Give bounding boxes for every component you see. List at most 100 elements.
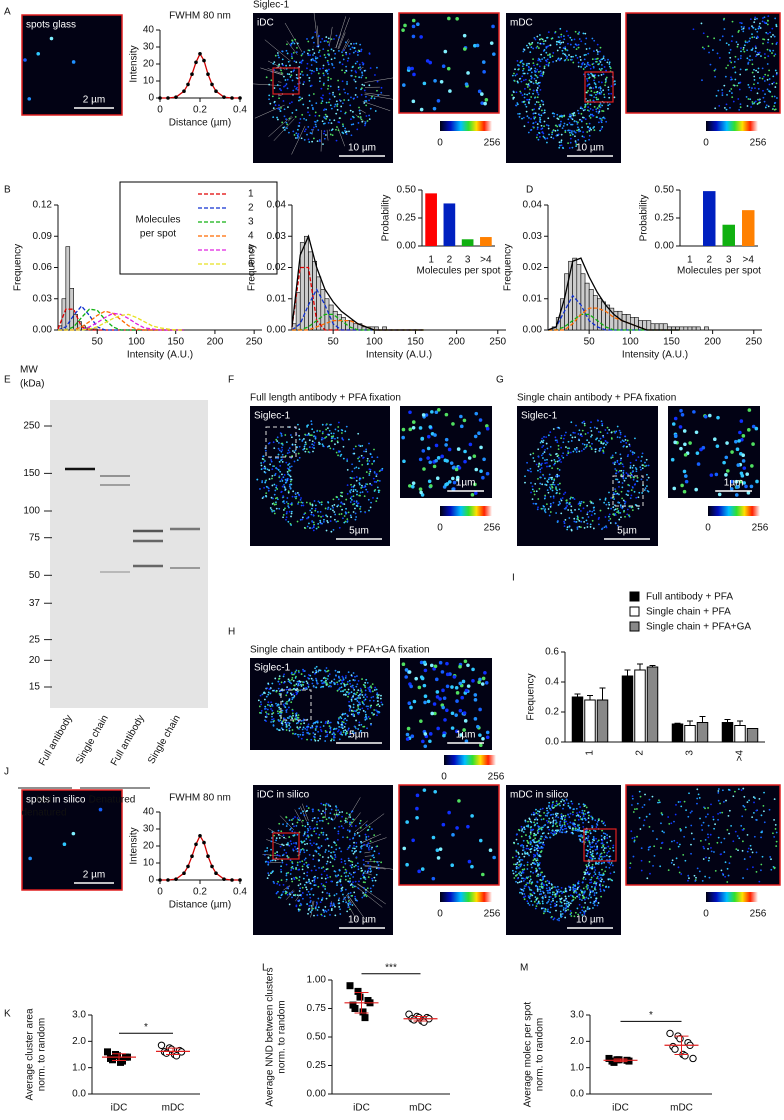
image-title: Siglec-1 — [254, 663, 291, 674]
spot — [354, 871, 356, 873]
spot — [347, 692, 349, 694]
spot — [737, 46, 739, 48]
spot — [597, 51, 599, 53]
spot — [572, 118, 574, 120]
spot — [354, 725, 356, 727]
spot — [299, 77, 301, 79]
spot — [614, 96, 616, 98]
spot — [343, 898, 345, 900]
spot — [623, 445, 625, 447]
spot — [372, 854, 374, 856]
spot — [313, 127, 315, 129]
spot — [349, 490, 351, 492]
spot — [372, 696, 374, 698]
spot — [530, 482, 532, 484]
spot — [740, 55, 742, 57]
spot — [343, 49, 345, 51]
spot — [23, 58, 27, 62]
spot — [283, 704, 285, 706]
spot — [644, 462, 646, 464]
spot — [584, 444, 586, 446]
spot — [458, 682, 462, 686]
spot — [355, 513, 357, 515]
spot — [603, 116, 605, 118]
spot — [328, 722, 330, 724]
spot — [736, 41, 738, 43]
spot — [329, 876, 331, 878]
spot — [317, 817, 319, 819]
spot — [341, 513, 343, 515]
spot — [288, 728, 290, 730]
spot — [722, 94, 724, 96]
spot — [315, 124, 317, 126]
spot — [530, 454, 532, 456]
spot — [321, 501, 323, 503]
spot — [303, 51, 305, 53]
spot — [445, 413, 449, 417]
spot — [364, 711, 366, 713]
spot — [538, 139, 540, 141]
spot — [327, 73, 329, 75]
spot — [354, 676, 356, 678]
spot — [598, 523, 600, 525]
colorbar-label: 256 — [484, 523, 501, 534]
spot — [581, 113, 583, 115]
spot — [593, 126, 595, 128]
spot — [587, 73, 589, 75]
spot — [320, 511, 322, 513]
spot — [297, 864, 299, 866]
spot — [625, 477, 627, 479]
spot — [327, 77, 329, 79]
spot — [380, 702, 382, 704]
spot — [287, 87, 289, 89]
spot — [283, 100, 285, 102]
spot — [323, 725, 325, 727]
spot — [597, 821, 599, 823]
spot — [592, 115, 594, 117]
spot — [762, 78, 764, 80]
spot — [433, 79, 437, 83]
spot — [335, 844, 337, 846]
spot — [312, 36, 314, 38]
spot — [746, 96, 748, 98]
spot — [327, 678, 329, 680]
spot — [270, 701, 272, 703]
spot — [276, 883, 278, 885]
spot — [581, 501, 583, 503]
spot — [339, 913, 341, 915]
spot — [326, 670, 328, 672]
spot — [314, 878, 316, 880]
spot — [615, 431, 617, 433]
spot — [513, 97, 515, 99]
spot — [304, 130, 306, 132]
spot — [323, 74, 325, 76]
spot — [601, 110, 603, 112]
spot — [346, 714, 348, 716]
spot — [291, 511, 293, 513]
spot — [527, 121, 529, 123]
spot — [701, 79, 703, 81]
spot — [369, 53, 371, 55]
spot — [732, 67, 734, 69]
spot — [600, 69, 602, 71]
spot — [291, 673, 293, 675]
spot — [367, 870, 369, 872]
spot — [300, 883, 302, 885]
spot — [612, 506, 614, 508]
spot — [590, 502, 592, 504]
spot — [367, 458, 369, 460]
spot — [546, 815, 548, 817]
spot — [273, 447, 275, 449]
spot — [374, 689, 376, 691]
spot — [557, 41, 559, 43]
spot — [557, 50, 559, 52]
spot — [287, 691, 289, 693]
colorbar-label: 256 — [484, 909, 501, 920]
spot — [614, 488, 616, 490]
spot — [758, 68, 760, 70]
spot — [364, 90, 366, 92]
spot — [762, 90, 764, 92]
spot — [277, 84, 279, 86]
spot — [730, 76, 732, 78]
spot — [290, 481, 292, 483]
